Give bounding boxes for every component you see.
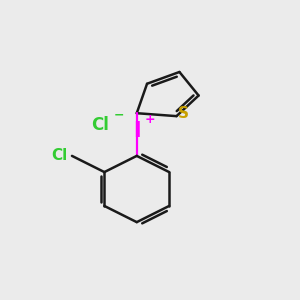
Text: +: + <box>145 113 155 126</box>
Text: −: − <box>114 108 124 121</box>
Text: Cl: Cl <box>51 148 68 164</box>
Text: S: S <box>178 106 189 121</box>
Text: Cl: Cl <box>91 116 109 134</box>
Text: I: I <box>133 121 141 141</box>
